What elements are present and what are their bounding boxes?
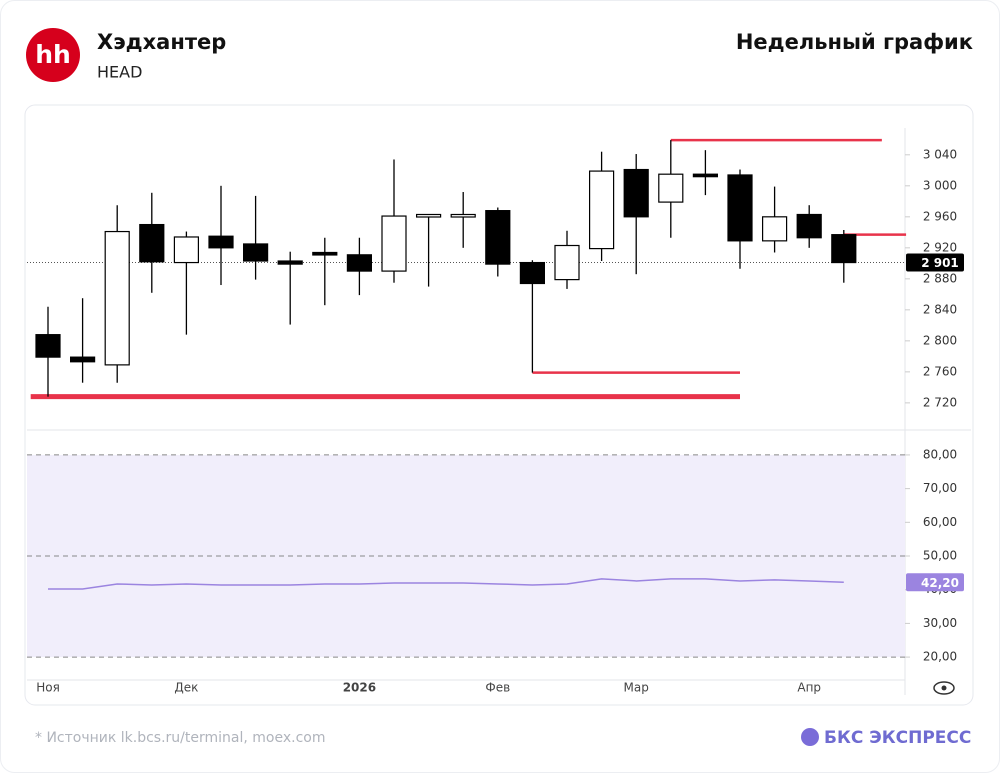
x-tick-label: 2026 (343, 681, 376, 695)
title: Хэдхантер (97, 30, 226, 54)
y-tick-label: 60,00 (923, 515, 957, 529)
candle-body (831, 234, 857, 264)
y-tick-label: 2 800 (923, 333, 957, 347)
candle-body (796, 213, 822, 239)
candle-body (346, 254, 372, 272)
last-value-badge (906, 253, 964, 272)
y-tick-label: 2 720 (923, 395, 957, 409)
candle-body (243, 243, 269, 262)
y-tick-label: 2 840 (923, 302, 957, 316)
last-value-label: 2 901 (921, 256, 959, 270)
candle-body (692, 173, 719, 178)
source: * Источник lk.bcs.ru/terminal, moex.com (35, 730, 325, 746)
y-tick-label: 70,00 (923, 481, 957, 495)
y-tick-label: 2 880 (923, 271, 957, 285)
candle-body (623, 168, 649, 218)
candle-body (208, 235, 234, 249)
candle-body (485, 210, 511, 265)
y-tick-label: 2 960 (923, 209, 957, 223)
x-tick-label: Дек (174, 681, 198, 695)
candle-body (173, 236, 199, 264)
y-tick-label: 3 000 (923, 178, 957, 192)
brand-logo (801, 728, 819, 746)
y-tick-label: 30,00 (923, 616, 957, 630)
x-tick-label: Мар (624, 681, 649, 695)
candle-body (450, 213, 476, 218)
x-tick-label: Ноя (36, 681, 60, 695)
y-tick-label: 50,00 (923, 549, 957, 563)
x-tick-label: Фев (485, 681, 510, 695)
y-tick-label: 3 040 (923, 147, 957, 161)
candle-body (69, 356, 96, 363)
candle-body (588, 170, 615, 250)
candle-body (35, 334, 61, 358)
candle-body (761, 216, 788, 242)
y-tick-label: 2 760 (923, 364, 957, 378)
candle-body (104, 230, 130, 366)
candle-body (416, 213, 442, 218)
last-value-label: 42,20 (921, 576, 959, 590)
candle-body (727, 174, 753, 242)
rsi-line (48, 578, 844, 590)
brand: БКС ЭКСПРЕСС (824, 728, 971, 748)
candle-body (277, 260, 303, 265)
logo-circle (26, 28, 80, 82)
y-tick-label: 20,00 (923, 650, 957, 664)
eye-icon[interactable] (933, 681, 955, 695)
candle-body (312, 251, 338, 256)
candle-body (381, 215, 407, 272)
rsi-band (27, 454, 905, 658)
candle-body (658, 173, 684, 203)
ticker: HEAD (97, 63, 142, 82)
logo-text: hh (35, 40, 71, 69)
y-tick-label: 80,00 (923, 447, 957, 461)
candle-body (139, 223, 165, 263)
last-value-badge (906, 573, 964, 592)
candle-body (554, 244, 580, 281)
y-tick-label: 2 920 (923, 240, 957, 254)
period: Недельный график (736, 30, 973, 54)
x-tick-label: Апр (797, 681, 821, 695)
candle-body (519, 261, 546, 285)
